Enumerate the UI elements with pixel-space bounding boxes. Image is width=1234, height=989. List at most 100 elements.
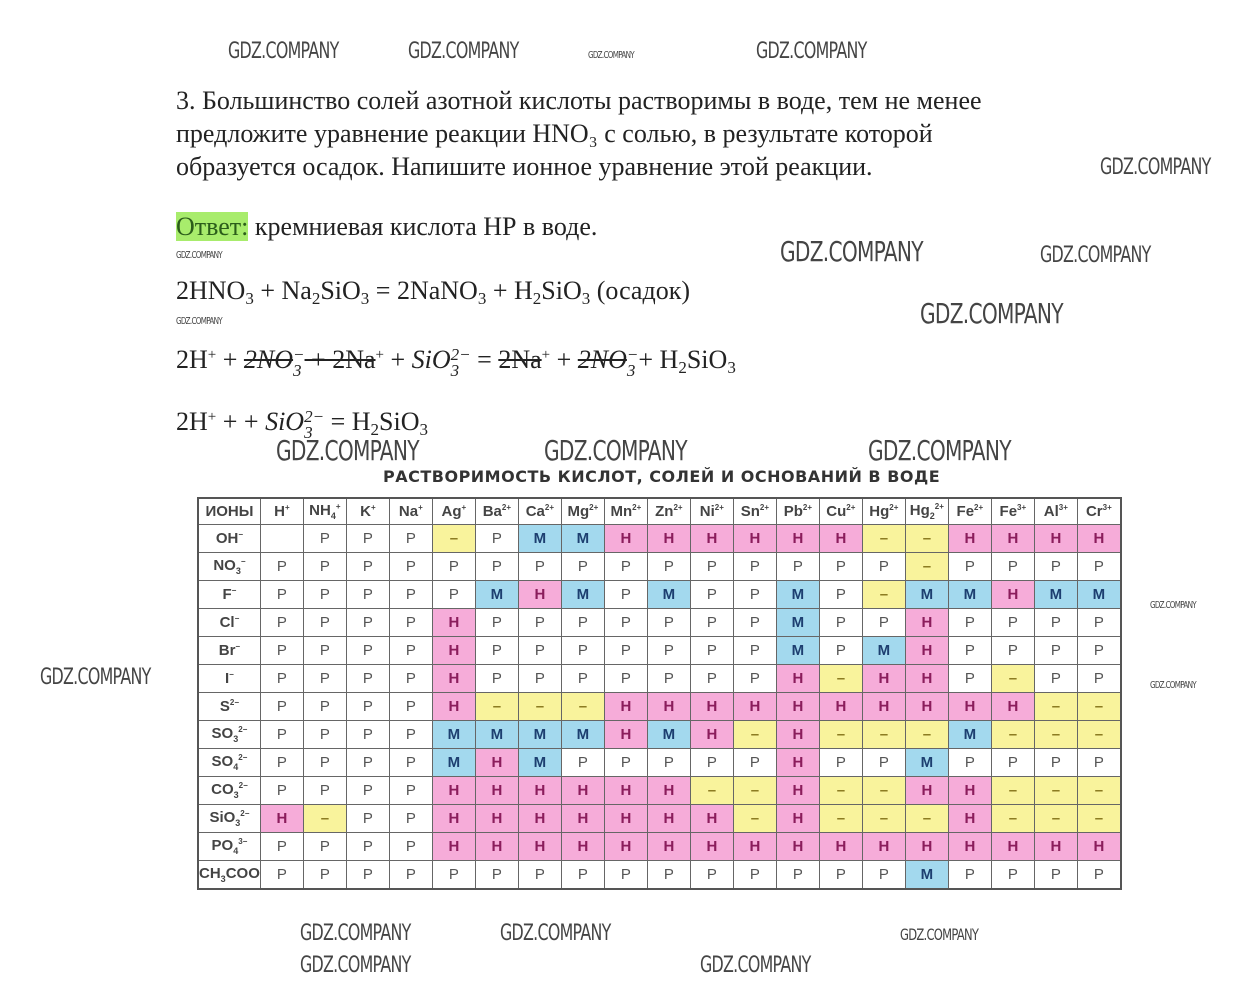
solubility-cell: Н: [861, 664, 906, 693]
solubility-cell: Р: [947, 860, 992, 890]
solubility-cell: –: [990, 776, 1035, 805]
equation-term: + H: [486, 276, 533, 305]
solubility-cell: –: [560, 692, 605, 721]
watermark: GDZ.COMPANY: [300, 953, 411, 978]
solubility-cell: Р: [1033, 664, 1078, 693]
solubility-cell: Н: [474, 776, 519, 805]
solubility-cell: Р: [1076, 552, 1122, 581]
solubility-cell: Н: [904, 636, 949, 665]
solubility-cell: М: [1033, 580, 1078, 609]
solubility-cell: Н: [947, 524, 992, 553]
solubility-cell: Н: [1076, 524, 1122, 553]
solubility-cell: –: [732, 804, 777, 833]
solubility-cell: Р: [388, 804, 433, 833]
solubility-cell: Н: [431, 804, 476, 833]
solubility-cell: Р: [302, 608, 347, 637]
solubility-cell: Р: [345, 748, 390, 777]
solubility-cell: Р: [259, 748, 304, 777]
solubility-cell: Р: [732, 580, 777, 609]
solubility-cell: Р: [259, 692, 304, 721]
anion-label: S2−: [197, 692, 261, 721]
solubility-cell: –: [818, 776, 863, 805]
equation-term: 2H: [176, 345, 208, 374]
solubility-cell: Р: [345, 860, 390, 890]
watermark: GDZ.COMPANY: [756, 39, 867, 64]
equation-term: +: [383, 345, 412, 374]
equation-term: 2: [311, 289, 321, 308]
solubility-cell: Н: [517, 832, 562, 861]
solubility-cell: Р: [302, 692, 347, 721]
solubility-cell: Н: [732, 832, 777, 861]
cation-header: Na+: [388, 497, 433, 525]
equation-term: SiO2− 3: [411, 345, 471, 380]
cation-header: Zn2+: [646, 497, 691, 525]
solubility-cell: Р: [388, 580, 433, 609]
anion-label: SiO32−: [197, 804, 261, 833]
table-row: SO32− Р Р Р Р М М М М Н М Н – Н – – – М – – –: [197, 720, 1122, 749]
solubility-cell: Н: [904, 832, 949, 861]
solubility-cell: Р: [603, 860, 648, 890]
solubility-cell: Н: [775, 692, 820, 721]
anion-label: NO3−: [197, 552, 261, 581]
solubility-cell: М: [517, 720, 562, 749]
anion-label: CH3COO: [197, 860, 261, 890]
solubility-cell: Н: [646, 692, 691, 721]
equation-term: =: [470, 345, 499, 374]
solubility-cell: Р: [689, 748, 734, 777]
watermark: GDZ.COMPANY: [1100, 155, 1211, 180]
watermark: GDZ.COMPANY: [300, 921, 411, 946]
equation-term: 3: [245, 289, 254, 308]
solubility-cell: Р: [689, 608, 734, 637]
solubility-cell: Р: [990, 860, 1035, 890]
solubility-cell: Н: [904, 776, 949, 805]
solubility-cell: Р: [646, 860, 691, 890]
cation-header: Mg2+: [560, 497, 605, 525]
solubility-cell: Р: [775, 552, 820, 581]
solubility-cell: Р: [1033, 552, 1078, 581]
solubility-cell: Р: [259, 636, 304, 665]
solubility-cell: М: [431, 720, 476, 749]
solubility-cell: Н: [603, 720, 648, 749]
equation-term: SiO2− 3: [265, 407, 325, 442]
equation-term: SiO: [541, 276, 582, 305]
solubility-cell: Р: [646, 608, 691, 637]
solubility-cell: Р: [517, 636, 562, 665]
solubility-cell: Р: [302, 552, 347, 581]
watermark: GDZ.COMPANY: [228, 39, 339, 64]
solubility-cell: Р: [431, 580, 476, 609]
equation-term: 2NO− 3: [577, 345, 639, 380]
solubility-cell: –: [818, 720, 863, 749]
solubility-cell: Р: [560, 748, 605, 777]
solubility-cell: Н: [990, 692, 1035, 721]
solubility-cell: Н: [818, 832, 863, 861]
anion-label: SO42−: [197, 748, 261, 777]
solubility-cell: –: [689, 776, 734, 805]
solubility-cell: Р: [560, 636, 605, 665]
equation-term: 3: [419, 420, 428, 439]
solubility-cell: Н: [474, 832, 519, 861]
solubility-cell: –: [818, 804, 863, 833]
solubility-cell: Р: [388, 636, 433, 665]
solubility-cell: Р: [259, 832, 304, 861]
answer-label: Ответ:: [176, 212, 249, 241]
solubility-cell: Р: [818, 860, 863, 890]
solubility-cell: Р: [302, 832, 347, 861]
table-row: SO42− Р Р Р Р М Н М Р Р Р Р Р Н Р Р М Р Р Р Р: [197, 748, 1122, 777]
solubility-cell: Р: [345, 580, 390, 609]
solubility-cell: Р: [1033, 748, 1078, 777]
solubility-cell: Р: [388, 748, 433, 777]
equation-term: + H: [638, 345, 679, 374]
solubility-cell: Н: [431, 776, 476, 805]
solubility-cell: Н: [775, 804, 820, 833]
solubility-cell: –: [990, 804, 1035, 833]
solubility-cell: Н: [431, 692, 476, 721]
cation-header: Mn2+: [603, 497, 648, 525]
solubility-cell: –: [1033, 804, 1078, 833]
solubility-cell: М: [947, 580, 992, 609]
equation-term: 2H: [176, 407, 208, 436]
solubility-cell: Р: [388, 608, 433, 637]
cation-header: Hg22+: [904, 497, 949, 525]
solubility-cell: М: [775, 580, 820, 609]
solubility-cell: –: [861, 580, 906, 609]
watermark: GDZ.COMPANY: [780, 235, 924, 268]
